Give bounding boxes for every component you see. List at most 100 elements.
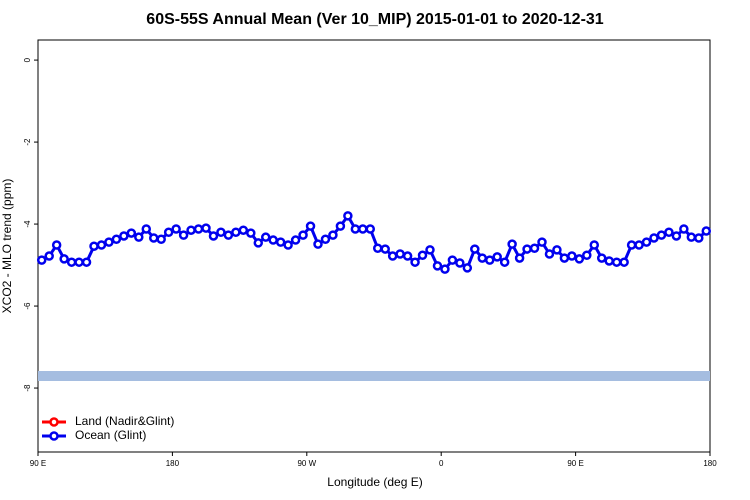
x-axis-label: Longitude (deg E) — [327, 475, 422, 489]
y-tick-label: -4 — [23, 220, 32, 228]
series-point — [619, 257, 629, 267]
series-point — [417, 250, 428, 260]
series-point — [664, 227, 674, 238]
series-point — [611, 257, 622, 267]
series-point — [679, 224, 689, 234]
series-point — [178, 230, 189, 240]
series-point — [253, 238, 264, 248]
series-point — [59, 254, 69, 264]
series-point — [596, 253, 607, 263]
chart-title: 60S-55S Annual Mean (Ver 10_MIP) 2015-01… — [146, 11, 604, 28]
series-point — [238, 225, 249, 235]
series-point — [477, 253, 488, 263]
series-point — [275, 237, 286, 247]
legend-marker — [49, 417, 59, 427]
legend-marker — [49, 431, 59, 441]
series-point — [425, 245, 435, 255]
series-point — [126, 228, 137, 238]
series-point — [66, 257, 77, 267]
series-point — [201, 223, 211, 233]
series-point — [686, 232, 697, 242]
series-point — [313, 239, 323, 249]
series-point — [216, 227, 226, 238]
x-tick-label: 90 W — [297, 459, 316, 468]
x-tick-label: 180 — [166, 459, 180, 468]
series-point — [499, 257, 510, 267]
series-point — [335, 221, 346, 231]
series-point — [402, 251, 413, 261]
legend-label: Land (Nadir&Glint) — [75, 414, 174, 428]
series-point — [574, 254, 585, 264]
series-point — [380, 244, 390, 254]
series-point — [589, 240, 600, 250]
series-point — [395, 249, 405, 259]
series-point — [432, 261, 443, 271]
series-point — [358, 224, 368, 234]
series-point — [671, 231, 682, 241]
x-tick-label: 0 — [439, 459, 444, 468]
y-tick-label: -6 — [23, 302, 32, 310]
series-point — [582, 250, 592, 260]
series-point — [104, 237, 114, 247]
series-point — [89, 241, 99, 251]
series-point — [51, 240, 62, 250]
series-point — [552, 245, 562, 255]
series-point — [96, 240, 107, 250]
series-point — [641, 237, 652, 247]
series-point — [268, 235, 278, 245]
series-point — [111, 234, 122, 244]
series-point — [74, 257, 84, 267]
series-point — [343, 211, 353, 221]
series-point — [537, 237, 547, 247]
legend-label: Ocean (Glint) — [75, 428, 146, 442]
series-point — [507, 239, 517, 249]
series-point — [701, 226, 712, 236]
series-point — [470, 244, 480, 254]
y-tick-label: -2 — [23, 138, 32, 146]
series-point — [305, 221, 316, 231]
series-point — [290, 235, 301, 245]
series-point — [156, 234, 166, 244]
series-point — [223, 230, 234, 240]
y-tick-label: -8 — [23, 384, 32, 392]
series-point — [649, 233, 659, 243]
series-point — [36, 255, 47, 265]
series-point — [119, 231, 129, 241]
series-point — [231, 227, 241, 238]
plot-frame — [37, 39, 711, 453]
x-tick-label: 90 E — [567, 459, 583, 468]
x-tick-label: 180 — [703, 459, 717, 468]
series-point — [626, 240, 637, 250]
series-point — [656, 230, 667, 240]
series-point — [81, 257, 92, 267]
series-point — [567, 251, 577, 261]
series-point — [148, 233, 159, 243]
series-point — [522, 244, 532, 254]
series-point — [462, 263, 473, 273]
series-point — [514, 253, 525, 263]
series-point — [350, 224, 361, 234]
series-point — [163, 227, 174, 238]
series-point — [604, 256, 614, 266]
series-point — [44, 251, 54, 261]
series-point — [694, 233, 704, 243]
series-point — [455, 258, 465, 268]
x-tick-label: 90 E — [30, 459, 46, 468]
series-point — [529, 243, 540, 254]
series-point — [141, 224, 152, 234]
series-point — [634, 240, 644, 250]
series-point — [440, 264, 450, 274]
series-point — [186, 225, 196, 235]
series-point — [372, 243, 383, 254]
series-point — [246, 228, 256, 238]
series-point — [484, 255, 495, 265]
series-point — [544, 249, 555, 259]
series-point — [492, 252, 502, 262]
y-axis-label: XCO2 - MLO trend (ppm) — [0, 179, 14, 314]
series-point — [365, 224, 376, 234]
series-point — [134, 232, 144, 242]
series-point — [410, 257, 420, 267]
series-point — [283, 240, 293, 250]
series-point — [171, 224, 181, 234]
